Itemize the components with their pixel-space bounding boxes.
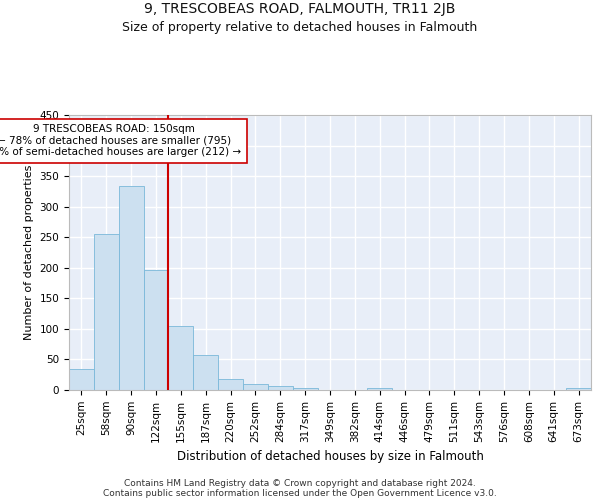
X-axis label: Distribution of detached houses by size in Falmouth: Distribution of detached houses by size … bbox=[176, 450, 484, 463]
Bar bbox=[169, 326, 193, 390]
Text: Size of property relative to detached houses in Falmouth: Size of property relative to detached ho… bbox=[122, 22, 478, 35]
Text: Contains public sector information licensed under the Open Government Licence v3: Contains public sector information licen… bbox=[103, 488, 497, 498]
Bar bbox=[143, 270, 169, 390]
Text: Contains HM Land Registry data © Crown copyright and database right 2024.: Contains HM Land Registry data © Crown c… bbox=[124, 478, 476, 488]
Bar bbox=[566, 388, 591, 390]
Bar bbox=[243, 384, 268, 390]
Y-axis label: Number of detached properties: Number of detached properties bbox=[24, 165, 34, 340]
Bar bbox=[193, 355, 218, 390]
Text: 9 TRESCOBEAS ROAD: 150sqm
← 78% of detached houses are smaller (795)
21% of semi: 9 TRESCOBEAS ROAD: 150sqm ← 78% of detac… bbox=[0, 124, 241, 158]
Bar bbox=[119, 186, 143, 390]
Bar bbox=[293, 388, 317, 390]
Bar bbox=[69, 368, 94, 390]
Bar bbox=[367, 388, 392, 390]
Bar bbox=[94, 234, 119, 390]
Bar bbox=[218, 379, 243, 390]
Text: 9, TRESCOBEAS ROAD, FALMOUTH, TR11 2JB: 9, TRESCOBEAS ROAD, FALMOUTH, TR11 2JB bbox=[145, 2, 455, 16]
Bar bbox=[268, 386, 293, 390]
